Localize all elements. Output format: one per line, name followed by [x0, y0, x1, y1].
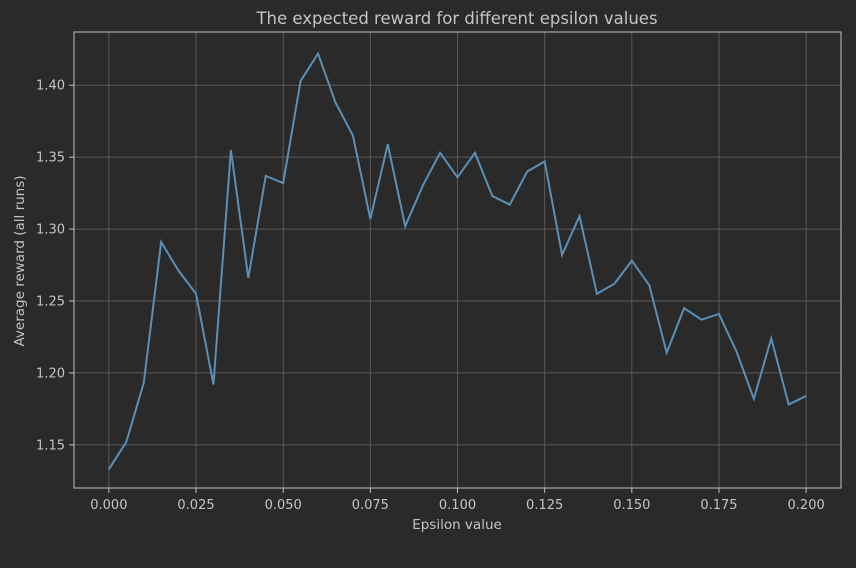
x-tick-label: 0.175 [700, 498, 737, 513]
x-tick-label: 0.200 [788, 498, 825, 513]
y-tick-label: 1.20 [36, 366, 65, 381]
y-tick-label: 1.25 [36, 294, 65, 309]
y-axis-ticks: 1.15 1.20 1.25 1.30 1.35 1.40 [36, 79, 74, 453]
x-tick-label: 0.075 [352, 498, 389, 513]
x-tick-label: 0.050 [265, 498, 302, 513]
chart-title: The expected reward for different epsilo… [255, 9, 657, 28]
y-tick-label: 1.30 [36, 223, 65, 238]
y-tick-label: 1.40 [36, 79, 65, 94]
x-tick-label: 0.025 [177, 498, 214, 513]
x-tick-label: 0.000 [90, 498, 127, 513]
y-axis-label: Average reward (all runs) [12, 175, 28, 346]
x-tick-label: 0.100 [439, 498, 476, 513]
x-axis-label: Epsilon value [412, 517, 502, 533]
series-line [108, 51, 807, 470]
y-tick-label: 1.35 [36, 151, 65, 166]
x-axis-ticks: 0.000 0.025 0.050 0.075 0.100 0.125 0.150 0.175… [90, 488, 825, 513]
x-tick-label: 0.150 [613, 498, 650, 513]
grid-lines [74, 32, 841, 488]
x-tick-label: 0.125 [526, 498, 563, 513]
y-tick-label: 1.15 [36, 438, 65, 453]
